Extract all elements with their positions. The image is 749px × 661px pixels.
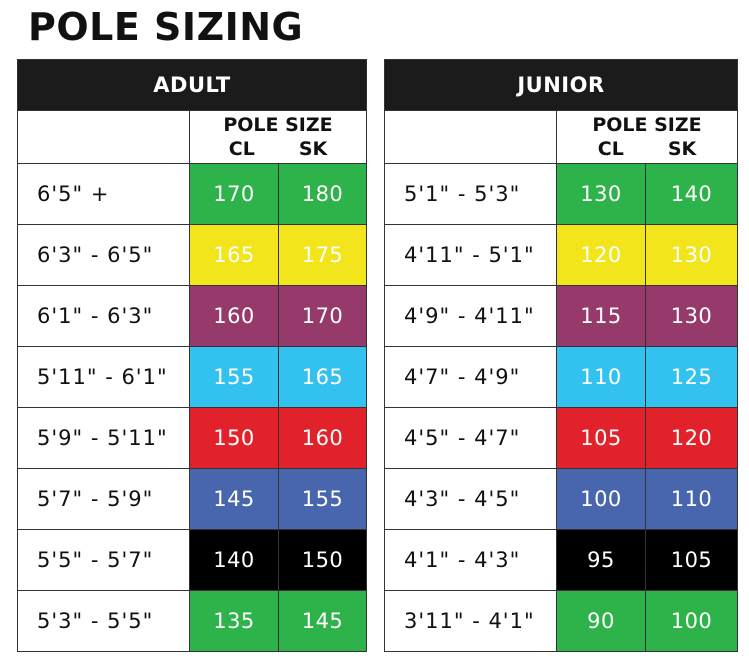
table-row: 5'3" - 5'5" 135 145 — [18, 590, 366, 651]
cl-pole-size-cell: 130 — [557, 164, 646, 224]
table-row: 5'7" - 5'9" 145 155 — [18, 468, 366, 529]
junior-pole-size-header: POLE SIZE CL SK — [557, 111, 737, 163]
height-range-cell: 6'1" - 6'3" — [18, 286, 190, 346]
table-row: 4'5" - 4'7" 105 120 — [385, 407, 737, 468]
cl-pole-size-cell: 95 — [557, 530, 646, 590]
sk-pole-size-cell: 175 — [279, 225, 366, 285]
sk-pole-size-cell: 150 — [279, 530, 366, 590]
height-range-cell: 4'9" - 4'11" — [385, 286, 557, 346]
adult-sizing-table: ADULT POLE SIZE CL SK 6'5" +170 180 6'3" -… — [17, 59, 367, 652]
table-row: 3'11" - 4'1" 90 100 — [385, 590, 737, 651]
sk-pole-size-cell: 130 — [646, 286, 737, 346]
cl-pole-size-cell: 120 — [557, 225, 646, 285]
adult-column-header-row: POLE SIZE CL SK — [18, 110, 366, 163]
cl-pole-size-cell: 115 — [557, 286, 646, 346]
junior-height-column-header — [385, 111, 557, 163]
height-range-cell: 6'3" - 6'5" — [18, 225, 190, 285]
table-row: 4'9" - 4'11" 115 130 — [385, 285, 737, 346]
table-row: 4'11" - 5'1" 120 130 — [385, 224, 737, 285]
sk-pole-size-cell: 170 — [279, 286, 366, 346]
sk-pole-size-cell: 100 — [646, 591, 737, 651]
cl-pole-size-cell: 170 — [190, 164, 279, 224]
junior-pole-size-label: POLE SIZE — [592, 114, 702, 136]
junior-rows: 5'1" - 5'3" 130 140 4'11" - 5'1" 120 130 4'9" … — [385, 163, 737, 651]
adult-pole-size-label: POLE SIZE — [223, 114, 333, 136]
sk-pole-size-cell: 145 — [279, 591, 366, 651]
table-row: 6'1" - 6'3" 160 170 — [18, 285, 366, 346]
sk-pole-size-cell: 165 — [279, 347, 366, 407]
adult-sk-label: SK — [298, 138, 328, 160]
table-row: 5'1" - 5'3" 130 140 — [385, 163, 737, 224]
sk-pole-size-cell: 130 — [646, 225, 737, 285]
height-range-cell: 4'1" - 4'3" — [385, 530, 557, 590]
height-range-cell: 5'9" - 5'11" — [18, 408, 190, 468]
cl-pole-size-cell: 150 — [190, 408, 279, 468]
table-row: 5'9" - 5'11" 150 160 — [18, 407, 366, 468]
cl-pole-size-cell: 105 — [557, 408, 646, 468]
height-range-cell: 5'7" - 5'9" — [18, 469, 190, 529]
cl-pole-size-cell: 100 — [557, 469, 646, 529]
height-range-cell: 5'1" - 5'3" — [385, 164, 557, 224]
junior-cl-label: CL — [597, 138, 624, 160]
height-range-cell: 4'5" - 4'7" — [385, 408, 557, 468]
cl-pole-size-cell: 90 — [557, 591, 646, 651]
adult-height-column-header — [18, 111, 190, 163]
sk-pole-size-cell: 125 — [646, 347, 737, 407]
cl-pole-size-cell: 155 — [190, 347, 279, 407]
sk-pole-size-cell: 110 — [646, 469, 737, 529]
adult-pole-size-header: POLE SIZE CL SK — [190, 111, 366, 163]
sk-pole-size-cell: 105 — [646, 530, 737, 590]
cl-pole-size-cell: 160 — [190, 286, 279, 346]
table-row: 5'11" - 6'1" 155 165 — [18, 346, 366, 407]
height-range-cell: 4'7" - 4'9" — [385, 347, 557, 407]
junior-sizing-table: JUNIOR POLE SIZE CL SK 5'1" - 5'3" 130 140… — [384, 59, 738, 652]
table-row: 4'7" - 4'9" 110 125 — [385, 346, 737, 407]
height-range-cell: 5'3" - 5'5" — [18, 591, 190, 651]
cl-pole-size-cell: 135 — [190, 591, 279, 651]
junior-table-header: JUNIOR — [385, 60, 737, 110]
table-row: 6'3" - 6'5" 165 175 — [18, 224, 366, 285]
sk-pole-size-cell: 140 — [646, 164, 737, 224]
height-range-cell: 3'11" - 4'1" — [385, 591, 557, 651]
sk-pole-size-cell: 180 — [279, 164, 366, 224]
adult-cl-label: CL — [228, 138, 255, 160]
height-range-cell: 6'5" + — [18, 164, 190, 224]
cl-pole-size-cell: 165 — [190, 225, 279, 285]
table-row: 5'5" - 5'7" 140 150 — [18, 529, 366, 590]
sk-pole-size-cell: 155 — [279, 469, 366, 529]
junior-column-header-row: POLE SIZE CL SK — [385, 110, 737, 163]
junior-sk-label: SK — [667, 138, 697, 160]
adult-table-header: ADULT — [18, 60, 366, 110]
table-row: 6'5" +170 180 — [18, 163, 366, 224]
height-range-cell: 5'5" - 5'7" — [18, 530, 190, 590]
cl-pole-size-cell: 140 — [190, 530, 279, 590]
height-range-cell: 4'11" - 5'1" — [385, 225, 557, 285]
height-range-cell: 4'3" - 4'5" — [385, 469, 557, 529]
table-row: 4'1" - 4'3" 95 105 — [385, 529, 737, 590]
sk-pole-size-cell: 160 — [279, 408, 366, 468]
page-title: POLE SIZING — [28, 5, 304, 49]
height-range-cell: 5'11" - 6'1" — [18, 347, 190, 407]
adult-rows: 6'5" +170 180 6'3" - 6'5" 165 175 6'1" - 6'3"… — [18, 163, 366, 651]
cl-pole-size-cell: 145 — [190, 469, 279, 529]
sk-pole-size-cell: 120 — [646, 408, 737, 468]
cl-pole-size-cell: 110 — [557, 347, 646, 407]
table-row: 4'3" - 4'5" 100 110 — [385, 468, 737, 529]
